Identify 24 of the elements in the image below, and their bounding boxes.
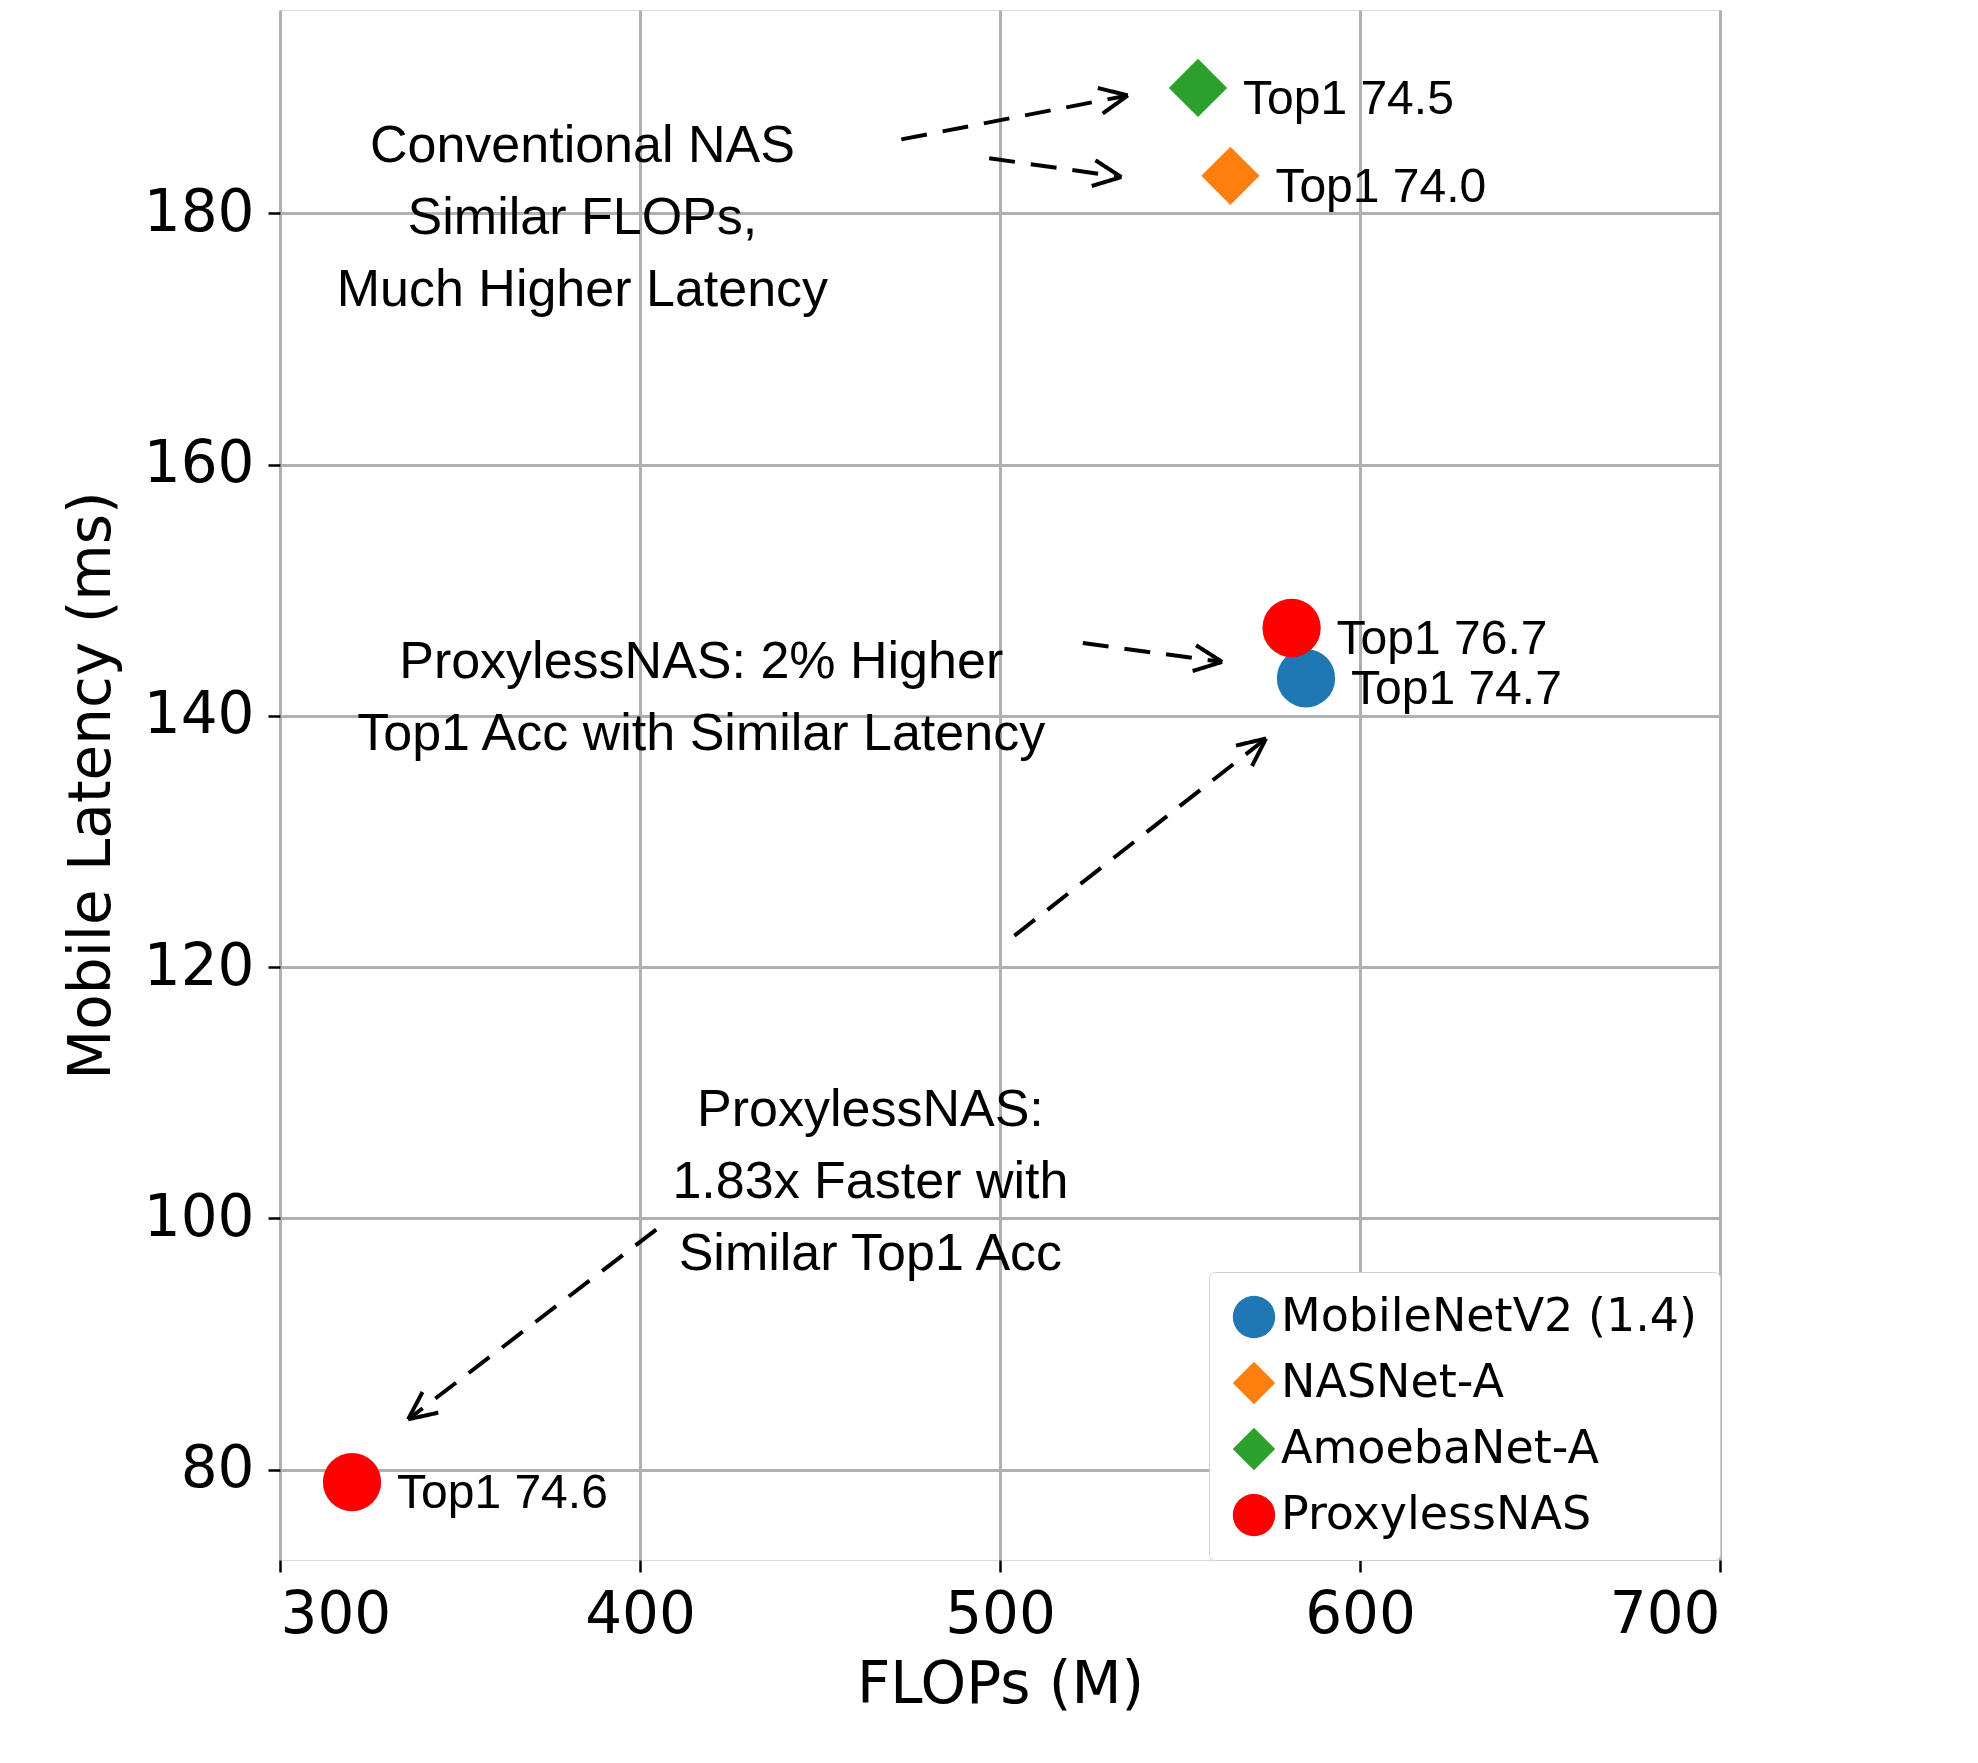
legend-label: MobileNetV2 (1.4) <box>1281 1288 1698 1342</box>
data-label: Top1 76.7 <box>1336 610 1548 664</box>
x-axis-title: FLOPs (M) <box>856 1648 1145 1717</box>
annotation: ProxylessNAS: 1.83x Faster with Similar Top1 Acc <box>672 1079 1069 1282</box>
y-tick-label: 100 <box>143 1181 255 1250</box>
data-label: Top1 74.0 <box>1275 158 1487 212</box>
annotation: Conventional NAS Similar FLOPs, Much Higher Latency <box>336 114 829 317</box>
data-label: Top1 74.5 <box>1243 70 1454 124</box>
x-tick-label: 300 <box>280 1578 392 1647</box>
x-tick-label: 700 <box>1609 1578 1721 1647</box>
data-label: Top1 74.6 <box>397 1465 608 1519</box>
y-tick-label: 160 <box>143 428 255 497</box>
y-axis-title: Mobile Latency (ms) <box>55 491 124 1080</box>
x-tick-label: 600 <box>1305 1578 1416 1647</box>
legend-label: ProxylessNAS <box>1281 1486 1592 1540</box>
y-tick-label: 140 <box>143 679 255 748</box>
legend-label: AmoebaNet-A <box>1281 1420 1600 1474</box>
y-tick-label: 120 <box>143 930 255 999</box>
y-tick-label: 80 <box>180 1433 255 1502</box>
y-tick-label: 180 <box>143 176 255 245</box>
annotation: ProxylessNAS: 2% Higher Top1 Acc with Similar Latency <box>357 630 1046 761</box>
x-tick-label: 400 <box>585 1578 696 1647</box>
x-tick-label: 500 <box>945 1578 1056 1647</box>
legend-label: NASNet-A <box>1281 1354 1505 1408</box>
